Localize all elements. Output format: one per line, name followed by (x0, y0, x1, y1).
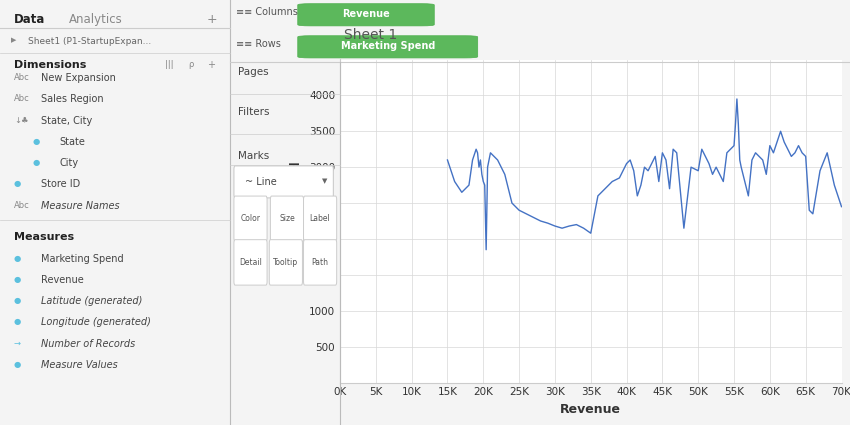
Text: Latitude (generated): Latitude (generated) (42, 296, 143, 306)
Text: ~ Line: ~ Line (245, 176, 277, 187)
FancyBboxPatch shape (298, 4, 434, 26)
X-axis label: Revenue: Revenue (560, 403, 621, 416)
FancyBboxPatch shape (303, 196, 337, 241)
Text: Tooltip: Tooltip (274, 258, 298, 267)
Text: Sheet 1: Sheet 1 (344, 28, 398, 42)
Text: City: City (60, 158, 79, 168)
Text: Abc: Abc (14, 201, 30, 210)
FancyBboxPatch shape (298, 36, 478, 58)
Text: Marketing Spend: Marketing Spend (42, 254, 124, 264)
Text: ρ: ρ (188, 60, 194, 69)
FancyBboxPatch shape (234, 196, 267, 241)
Text: ●: ● (14, 179, 21, 188)
Text: Measures: Measures (14, 232, 74, 243)
Text: ▼: ▼ (322, 178, 328, 184)
Text: ↓♣: ↓♣ (14, 116, 28, 125)
Text: Revenue: Revenue (42, 275, 84, 285)
Text: Size: Size (279, 214, 295, 223)
Text: New Expansion: New Expansion (42, 73, 116, 83)
Text: Abc: Abc (14, 73, 30, 82)
Text: +: + (207, 13, 218, 26)
Text: Marketing Spend: Marketing Spend (341, 41, 435, 51)
Text: ●: ● (14, 275, 21, 284)
Text: Filters: Filters (238, 107, 269, 117)
Text: Store ID: Store ID (42, 179, 81, 190)
Text: Measure Names: Measure Names (42, 201, 120, 211)
FancyBboxPatch shape (269, 240, 303, 285)
Text: State: State (60, 137, 86, 147)
Text: ●: ● (14, 317, 21, 326)
Text: Pages: Pages (238, 67, 269, 77)
FancyBboxPatch shape (270, 196, 303, 241)
Text: Revenue: Revenue (343, 9, 390, 19)
Text: Path: Path (312, 258, 329, 267)
Text: State, City: State, City (42, 116, 93, 126)
Text: Color: Color (241, 214, 260, 223)
Text: Abc: Abc (14, 94, 30, 103)
Text: Marks: Marks (238, 150, 269, 161)
Text: Analytics: Analytics (69, 13, 122, 26)
Text: ≡≡ Rows: ≡≡ Rows (235, 40, 280, 49)
Text: +: + (207, 60, 214, 71)
Text: ●: ● (14, 254, 21, 263)
Text: Sales Region: Sales Region (42, 94, 104, 105)
Text: ●: ● (32, 158, 39, 167)
Y-axis label: Marketing Spend: Marketing Spend (291, 161, 303, 281)
Text: ▶: ▶ (12, 37, 17, 43)
Text: ●: ● (14, 296, 21, 305)
Text: Detail: Detail (239, 258, 262, 267)
Text: Longitude (generated): Longitude (generated) (42, 317, 151, 328)
Text: Dimensions: Dimensions (14, 60, 86, 71)
Text: →: → (14, 339, 20, 348)
Text: |||: ||| (165, 60, 174, 69)
Text: Label: Label (309, 214, 331, 223)
Text: Data: Data (14, 13, 45, 26)
Text: Measure Values: Measure Values (42, 360, 118, 370)
Text: ≡≡ Columns: ≡≡ Columns (235, 7, 298, 17)
Text: ●: ● (32, 137, 39, 146)
Text: Sheet1 (P1-StartupExpan...: Sheet1 (P1-StartupExpan... (27, 37, 150, 46)
FancyBboxPatch shape (303, 240, 337, 285)
Text: ●: ● (14, 360, 21, 369)
FancyBboxPatch shape (234, 240, 267, 285)
Text: Number of Records: Number of Records (42, 339, 135, 349)
FancyBboxPatch shape (234, 166, 333, 198)
